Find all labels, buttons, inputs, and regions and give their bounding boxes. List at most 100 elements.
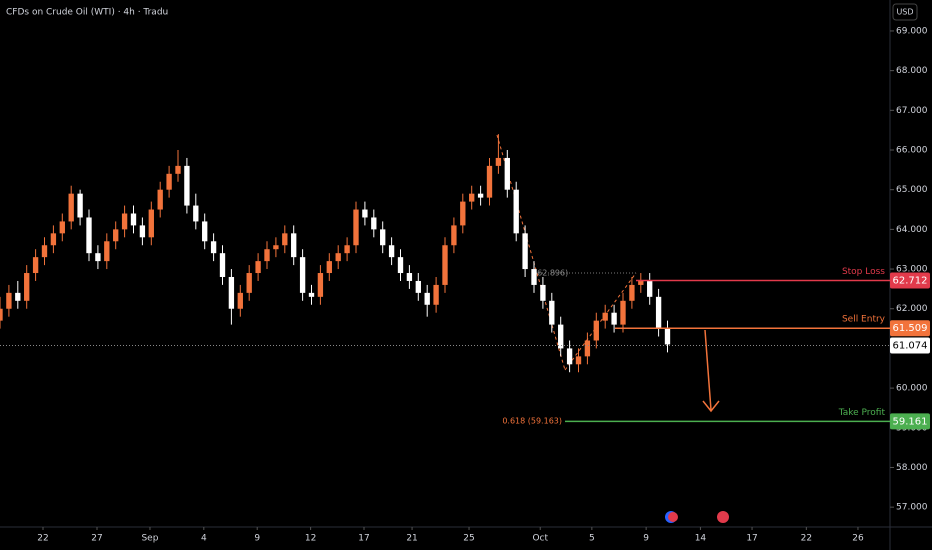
price-tag-label: 61.074 (893, 340, 928, 351)
candle-body (86, 217, 92, 254)
x-tick-label: 22 (801, 534, 812, 544)
candle-body (237, 292, 243, 309)
y-tick-label: 63.000 (896, 265, 928, 275)
event-icon (717, 511, 729, 523)
candle-body (344, 245, 350, 254)
candle-body (184, 165, 190, 206)
candle-body (264, 249, 270, 262)
candle-body (228, 276, 235, 309)
candle-body (121, 213, 128, 230)
candle-body (486, 165, 493, 198)
candle-body (495, 157, 502, 166)
candle-body (433, 284, 439, 305)
candle-body (380, 229, 386, 246)
level-name: Stop Loss (842, 267, 885, 277)
candle-body (166, 173, 172, 190)
candle-body (308, 292, 315, 297)
candle-body (647, 280, 653, 297)
candle-body (655, 296, 662, 329)
x-tick-label: Sep (141, 534, 158, 544)
level-name: Sell Entry (842, 315, 886, 325)
x-tick-label: 5 (589, 534, 595, 544)
x-tick-label: 12 (305, 534, 316, 544)
candle-body (469, 193, 475, 202)
candle-body (291, 233, 297, 258)
x-tick-label: 14 (695, 534, 707, 544)
candle-body (113, 229, 119, 242)
price-tag (890, 413, 930, 430)
x-tick-label: 17 (358, 534, 369, 544)
candle-body (513, 189, 519, 234)
candle-body (255, 261, 261, 274)
candle-body (193, 205, 199, 222)
level-name: Take Profit (838, 408, 886, 418)
candle-body (77, 193, 83, 218)
candle-body (6, 292, 12, 309)
candle-body (32, 257, 39, 274)
candle-body (59, 221, 65, 234)
y-tick-label: 58.000 (896, 463, 928, 473)
candle-body (531, 269, 537, 285)
candle-body (629, 284, 635, 301)
price-tag-label: 62.712 (893, 275, 928, 286)
candle-body (442, 245, 448, 285)
candle-body (575, 356, 582, 365)
pattern-line (496, 134, 566, 371)
direction-arrow (702, 329, 720, 413)
y-tick-label: 69.000 (896, 26, 928, 36)
candle-body (282, 233, 288, 246)
price-tag-label: 61.509 (893, 323, 928, 334)
candle-body (50, 233, 57, 246)
candle-body (299, 257, 306, 293)
x-tick-label: 25 (463, 534, 474, 544)
price-tag (890, 272, 930, 289)
candle-body (210, 241, 217, 254)
y-tick-label: 67.000 (896, 106, 928, 116)
candle-body (219, 253, 226, 277)
candle-body (68, 193, 74, 222)
candle-body (664, 328, 671, 345)
candle-body (602, 312, 608, 321)
y-tick-label: 57.000 (896, 503, 928, 513)
candle-body (148, 209, 154, 238)
candle-body (584, 340, 591, 357)
currency: USD (896, 8, 913, 17)
candle-body (130, 213, 137, 226)
candle-body (326, 261, 332, 274)
candle-body (424, 292, 430, 305)
price-tag-label: 59.161 (893, 416, 928, 427)
y-tick-label: 68.000 (896, 66, 928, 76)
x-tick-label: 4 (201, 534, 207, 544)
candle-body (139, 225, 146, 238)
candle-body (451, 225, 457, 246)
candle-body (406, 273, 413, 281)
candle-body (157, 189, 163, 210)
currency-box (892, 3, 918, 21)
y-tick-label: 64.000 (896, 225, 928, 235)
candle-body (246, 273, 252, 293)
x-tick-label: 27 (91, 534, 102, 544)
candle-body (477, 193, 484, 198)
candle-body (273, 245, 279, 250)
candle-body (638, 280, 644, 285)
price-tag (890, 337, 930, 354)
candle-body (353, 209, 359, 246)
candle-body (566, 348, 573, 365)
candle-body (95, 253, 101, 262)
candle-body (540, 284, 546, 301)
x-tick-label: 22 (37, 534, 48, 544)
candle-body (362, 209, 368, 218)
event-icon (668, 512, 678, 522)
chart-title: CFDs on Crude Oil (WTI) · 4h · Tradu (6, 8, 168, 18)
price-tag (890, 320, 930, 337)
y-tick-label: 66.000 (896, 146, 928, 156)
candle-body (549, 300, 555, 325)
candle-body (620, 300, 626, 325)
candle-body (24, 273, 30, 301)
x-tick-label: 9 (254, 534, 260, 544)
y-tick-label: 62.000 (896, 304, 928, 314)
candle-body (15, 292, 21, 301)
candle-body (611, 312, 617, 325)
fib-label: (62.896) (534, 269, 568, 278)
